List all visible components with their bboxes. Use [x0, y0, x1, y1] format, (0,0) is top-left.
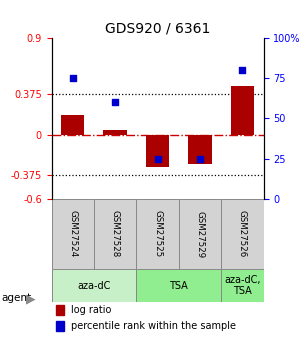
Text: percentile rank within the sample: percentile rank within the sample	[71, 321, 236, 331]
Bar	[56, 321, 64, 332]
Text: ▶: ▶	[26, 292, 35, 305]
Bar	[52, 269, 136, 302]
Point	[240, 67, 245, 73]
Text: GSM27529: GSM27529	[195, 210, 205, 258]
Text: GSM27526: GSM27526	[238, 210, 247, 258]
Text: TSA: TSA	[169, 280, 188, 290]
Bar	[94, 199, 136, 269]
Point	[198, 156, 202, 161]
Text: GSM27528: GSM27528	[111, 210, 120, 258]
Bar	[104, 130, 127, 135]
Bar	[231, 86, 254, 135]
Text: GSM27524: GSM27524	[68, 210, 77, 258]
Bar	[221, 269, 264, 302]
Point	[70, 76, 75, 81]
Point	[113, 100, 118, 105]
Text: aza-dC,
TSA: aza-dC, TSA	[224, 275, 261, 296]
Text: aza-dC: aza-dC	[77, 280, 111, 290]
Title: GDS920 / 6361: GDS920 / 6361	[105, 21, 210, 36]
Bar	[52, 199, 94, 269]
Text: GSM27525: GSM27525	[153, 210, 162, 258]
Text: agent: agent	[2, 294, 32, 303]
Bar	[61, 115, 85, 135]
Bar	[136, 269, 221, 302]
Bar	[136, 199, 179, 269]
Point	[155, 156, 160, 161]
Bar	[188, 135, 212, 164]
Bar	[221, 199, 264, 269]
Bar	[56, 305, 64, 315]
Bar	[146, 135, 169, 167]
Bar	[179, 199, 221, 269]
Text: log ratio: log ratio	[71, 305, 111, 315]
